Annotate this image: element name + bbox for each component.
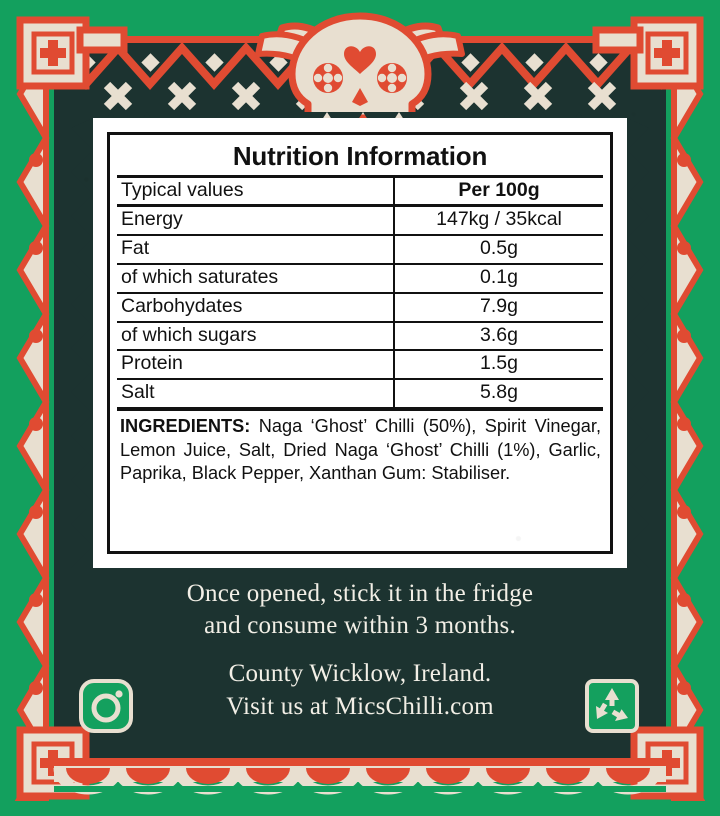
- page-title: Nutrition Information: [232, 141, 488, 171]
- row-value-protein: 1.5g: [393, 349, 603, 380]
- ingredients-body: Naga ‘Ghost’ Chilli (50%), Spirit Vinega…: [120, 415, 601, 484]
- row-label-salt: Salt: [117, 378, 395, 407]
- header-label: Typical values: [117, 174, 395, 208]
- row-label-saturates: of which saturates: [117, 263, 395, 293]
- nutrition-card: Nutrition Information Typical values Per…: [93, 118, 627, 568]
- row-value-fat: 0.5g: [393, 234, 603, 265]
- storage-line-1: Once opened, stick it in the fridge: [186, 580, 534, 607]
- nutrition-card-inner: Nutrition Information Typical values Per…: [107, 132, 613, 554]
- storage-line-2: and consume within 3 months.: [204, 612, 516, 639]
- table-row: Fat 0.5g: [117, 234, 603, 265]
- recycle-icon[interactable]: [585, 679, 639, 733]
- row-label-sugars: of which sugars: [117, 320, 395, 351]
- row-label-protein: Protein: [117, 349, 395, 380]
- table-row: Carbohydates 7.9g: [117, 291, 603, 322]
- row-label-carbohydrates: Carbohydates: [117, 291, 395, 322]
- table-header-row: Typical values Per 100g: [117, 174, 603, 208]
- table-row: Salt 5.8g: [117, 378, 603, 407]
- table-row: of which saturates 0.1g: [117, 263, 603, 293]
- left-border-ornament: [14, 18, 50, 801]
- table-row: Protein 1.5g: [117, 349, 603, 380]
- right-border-ornament: [670, 18, 706, 801]
- row-value-energy: 147kg / 35kcal: [393, 204, 603, 236]
- row-value-carbohydrates: 7.9g: [393, 291, 603, 322]
- table-row: Energy 147kg / 35kcal: [117, 204, 603, 236]
- row-value-saturates: 0.1g: [393, 263, 603, 293]
- ingredients-heading: INGREDIENTS:: [120, 415, 251, 436]
- website-line: Visit us at MicsChilli.com: [226, 692, 494, 720]
- row-value-salt: 5.8g: [393, 378, 603, 407]
- header-value: Per 100g: [393, 174, 603, 208]
- origin-line: County Wicklow, Ireland.: [228, 660, 492, 687]
- table-row: of which sugars 3.6g: [117, 320, 603, 351]
- ingredients-block: INGREDIENTS: Naga ‘Ghost’ Chilli (50%), …: [117, 406, 603, 486]
- row-value-sugars: 3.6g: [393, 320, 603, 351]
- row-label-fat: Fat: [117, 234, 395, 265]
- nutrition-table: Typical values Per 100g Energy 147kg / 3…: [117, 174, 603, 407]
- instagram-icon[interactable]: [79, 679, 133, 733]
- row-label-energy: Energy: [117, 204, 395, 236]
- bottom-scallop-band: [53, 758, 666, 795]
- footer-copy: Once opened, stick it in the fridge and …: [54, 578, 666, 723]
